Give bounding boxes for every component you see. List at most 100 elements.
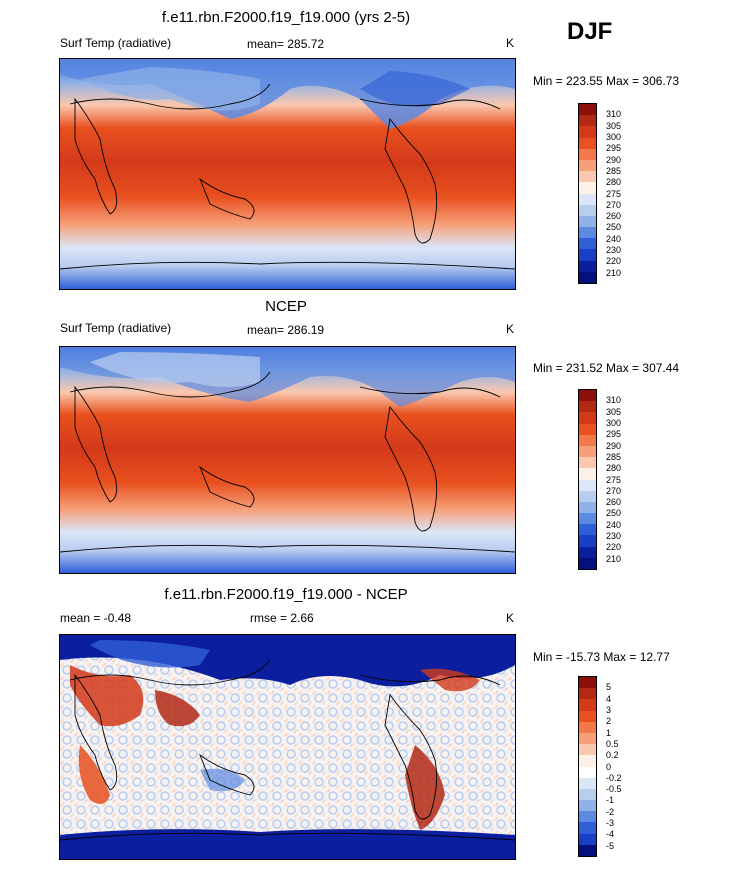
colorbar-swatch — [579, 171, 596, 183]
colorbar-label: 3 — [606, 704, 612, 715]
panel-2-colorbar-labels: 310 305 300 295 290 285 280 275 270 260 250 240 230 2… — [606, 389, 646, 570]
colorbar-label: -3 — [606, 818, 615, 829]
colorbar-label: 4 — [606, 693, 612, 704]
colorbar-label: 240 — [606, 519, 622, 530]
colorbar-label: -5 — [606, 840, 615, 851]
colorbar-label: 300 — [606, 131, 622, 142]
panel-3-colorbar — [578, 676, 597, 857]
colorbar-swatch — [579, 777, 596, 789]
colorbar-swatch — [579, 844, 596, 856]
panel-3-mean: mean = -0.48 — [60, 611, 132, 625]
colorbar-label: 285 — [606, 165, 622, 176]
colorbar-swatch — [579, 546, 596, 558]
panel-2-units: K — [506, 322, 515, 336]
colorbar-label: -0.2 — [606, 772, 622, 783]
colorbar-swatch — [579, 501, 596, 514]
colorbar-swatch — [579, 271, 596, 283]
colorbar-label: 250 — [606, 508, 622, 519]
colorbar-label: 210 — [606, 267, 622, 278]
colorbar-swatch — [579, 104, 596, 116]
colorbar-swatch — [579, 766, 596, 778]
colorbar-label: 300 — [606, 417, 622, 428]
colorbar-label: -2 — [606, 806, 615, 817]
colorbar-label: 220 — [606, 542, 622, 553]
colorbar-swatch — [579, 557, 596, 569]
colorbar-swatch — [579, 721, 596, 733]
panel-1-colorbar-labels: 310 305 300 295 290 285 280 275 270 260 250 240 230 2… — [606, 103, 646, 284]
colorbar-label: -1 — [606, 795, 615, 806]
colorbar-label: 5 — [606, 682, 612, 693]
colorbar-swatch — [579, 204, 596, 216]
colorbar-swatch — [579, 182, 596, 194]
colorbar-label: 240 — [606, 233, 622, 244]
colorbar-swatch — [579, 524, 596, 536]
colorbar-label: 230 — [606, 245, 622, 256]
panel-2-map-field — [60, 347, 515, 573]
colorbar-label: 275 — [606, 474, 622, 485]
colorbar-swatch — [579, 811, 596, 823]
colorbar-swatch — [579, 434, 596, 446]
colorbar-label: -4 — [606, 829, 615, 840]
colorbar-swatch — [579, 710, 596, 722]
season-label: DJF — [567, 18, 613, 45]
colorbar-swatch — [579, 822, 596, 834]
colorbar-swatch — [579, 159, 596, 172]
panel-1-units: K — [506, 36, 515, 50]
colorbar-swatch — [579, 390, 596, 402]
colorbar-swatch — [579, 227, 596, 239]
colorbar-swatch — [579, 249, 596, 261]
colorbar-swatch — [579, 755, 596, 767]
colorbar-label: 250 — [606, 222, 622, 233]
colorbar-label: 230 — [606, 531, 622, 542]
colorbar-swatch — [579, 513, 596, 525]
colorbar-swatch — [579, 732, 596, 745]
colorbar-label: 270 — [606, 199, 622, 210]
colorbar-swatch — [579, 535, 596, 547]
colorbar-label: 290 — [606, 154, 622, 165]
panel-3-minmax: Min = -15.73 Max = 12.77 — [533, 650, 670, 664]
panel-1-title: f.e11.rbn.F2000.f19_f19.000 (yrs 2-5) — [161, 9, 411, 26]
colorbar-label: 1 — [606, 727, 612, 738]
panel-3-rmse: rmse = 2.66 — [250, 611, 314, 625]
colorbar-label: 295 — [606, 143, 622, 154]
colorbar-swatch — [579, 457, 596, 469]
colorbar-label: 285 — [606, 451, 622, 462]
colorbar-label: 305 — [606, 406, 622, 417]
panel-2-minmax: Min = 231.52 Max = 307.44 — [533, 361, 680, 375]
colorbar-label: 260 — [606, 497, 622, 508]
colorbar-swatch — [579, 445, 596, 458]
colorbar-label: 210 — [606, 553, 622, 564]
colorbar-label: 0 — [606, 761, 612, 772]
colorbar-label: 290 — [606, 440, 622, 451]
colorbar-swatch — [579, 115, 596, 127]
colorbar-label: 220 — [606, 256, 622, 267]
colorbar-swatch — [579, 148, 596, 160]
panel-2-map — [59, 346, 516, 574]
colorbar-swatch — [579, 412, 596, 424]
colorbar-swatch — [579, 126, 596, 138]
colorbar-swatch — [579, 688, 596, 700]
colorbar-label: 275 — [606, 188, 622, 199]
colorbar-label: 295 — [606, 429, 622, 440]
colorbar-swatch — [579, 193, 596, 205]
colorbar-swatch — [579, 490, 596, 502]
colorbar-label: -0.5 — [606, 784, 622, 795]
panel-2-mean: mean= 286.19 — [247, 323, 325, 337]
colorbar-swatch — [579, 215, 596, 228]
panel-3-map — [59, 634, 516, 860]
panel-3-title: f.e11.rbn.F2000.f19_f19.000 - NCEP — [164, 586, 408, 603]
colorbar-label: 280 — [606, 463, 622, 474]
colorbar-label: 310 — [606, 109, 622, 120]
colorbar-label: 2 — [606, 716, 612, 727]
colorbar-label: 0.2 — [606, 750, 619, 761]
panel-2-title: NCEP — [265, 298, 307, 315]
colorbar-swatch — [579, 260, 596, 272]
colorbar-swatch — [579, 833, 596, 845]
panel-1-mean: mean= 285.72 — [247, 37, 325, 51]
panel-1-colorbar — [578, 103, 597, 284]
colorbar-swatch — [579, 423, 596, 435]
panel-1-map-field — [60, 59, 515, 289]
panel-2-colorbar — [578, 389, 597, 570]
colorbar-label: 305 — [606, 120, 622, 131]
panel-1-minmax: Min = 223.55 Max = 306.73 — [533, 74, 680, 88]
